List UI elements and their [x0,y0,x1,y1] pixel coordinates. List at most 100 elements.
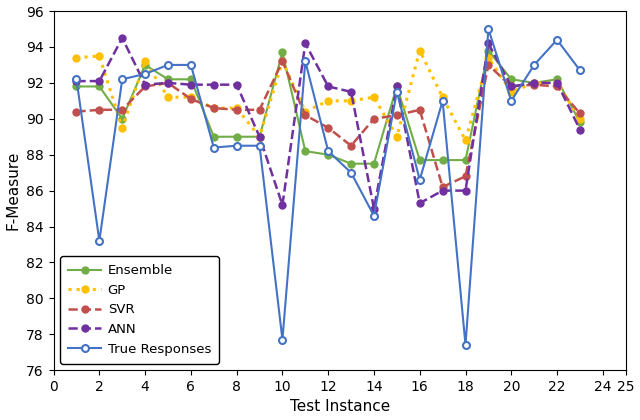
GP [118,125,126,130]
True Responses [393,89,401,94]
True Responses [233,143,241,148]
True Responses [118,77,126,82]
ANN [553,80,561,85]
True Responses [187,63,195,68]
Ensemble [301,149,309,154]
SVR [118,107,126,112]
SVR [508,84,515,89]
GP [484,55,492,60]
GP [256,134,264,139]
SVR [233,107,241,112]
GP [531,80,538,85]
SVR [187,97,195,102]
SVR [439,184,447,189]
ANN [210,82,218,87]
GP [393,134,401,139]
ANN [233,82,241,87]
Ensemble [95,84,103,89]
Line: SVR: SVR [73,58,584,191]
SVR [348,143,355,148]
GP [164,95,172,100]
Ensemble [508,77,515,82]
GP [233,105,241,110]
GP [348,98,355,103]
GP [461,138,469,143]
GP [95,53,103,58]
SVR [256,107,264,112]
SVR [416,107,424,112]
ANN [531,80,538,85]
GP [370,95,378,100]
Ensemble [393,84,401,89]
SVR [370,116,378,121]
GP [141,59,149,64]
True Responses [256,143,264,148]
ANN [439,188,447,193]
SVR [210,105,218,110]
ANN [278,202,286,207]
SVR [553,84,561,89]
Line: True Responses: True Responses [73,26,584,349]
ANN [164,80,172,85]
SVR [95,107,103,112]
Ensemble [187,77,195,82]
True Responses [370,213,378,218]
Ensemble [278,50,286,55]
Ensemble [370,161,378,166]
GP [416,48,424,53]
Ensemble [210,134,218,139]
True Responses [301,59,309,64]
Ensemble [141,63,149,68]
Ensemble [164,77,172,82]
SVR [141,84,149,89]
ANN [370,206,378,211]
ANN [72,79,80,84]
SVR [461,174,469,179]
ANN [324,84,332,89]
Ensemble [553,77,561,82]
True Responses [348,170,355,175]
True Responses [484,26,492,32]
True Responses [461,342,469,347]
ANN [461,188,469,193]
True Responses [416,177,424,182]
Ensemble [233,134,241,139]
SVR [531,82,538,87]
GP [324,98,332,103]
True Responses [72,77,80,82]
Ensemble [72,84,80,89]
ANN [393,84,401,89]
ANN [416,201,424,206]
GP [278,59,286,64]
Line: GP: GP [73,47,584,144]
True Responses [576,68,584,73]
GP [210,105,218,110]
SVR [393,113,401,118]
Ensemble [439,158,447,163]
ANN [576,127,584,132]
Ensemble [531,80,538,85]
GP [72,55,80,60]
ANN [301,41,309,46]
GP [301,109,309,114]
Ensemble [118,116,126,121]
True Responses [508,98,515,103]
GP [508,89,515,94]
ANN [187,82,195,87]
Ensemble [484,48,492,53]
True Responses [439,98,447,103]
True Responses [553,37,561,42]
SVR [484,63,492,68]
SVR [576,111,584,116]
SVR [72,109,80,114]
ANN [484,41,492,46]
SVR [301,113,309,118]
True Responses [324,149,332,154]
X-axis label: Test Instance: Test Instance [289,399,390,415]
ANN [95,79,103,84]
True Responses [531,63,538,68]
SVR [164,80,172,85]
GP [187,95,195,100]
ANN [141,82,149,87]
SVR [278,59,286,64]
